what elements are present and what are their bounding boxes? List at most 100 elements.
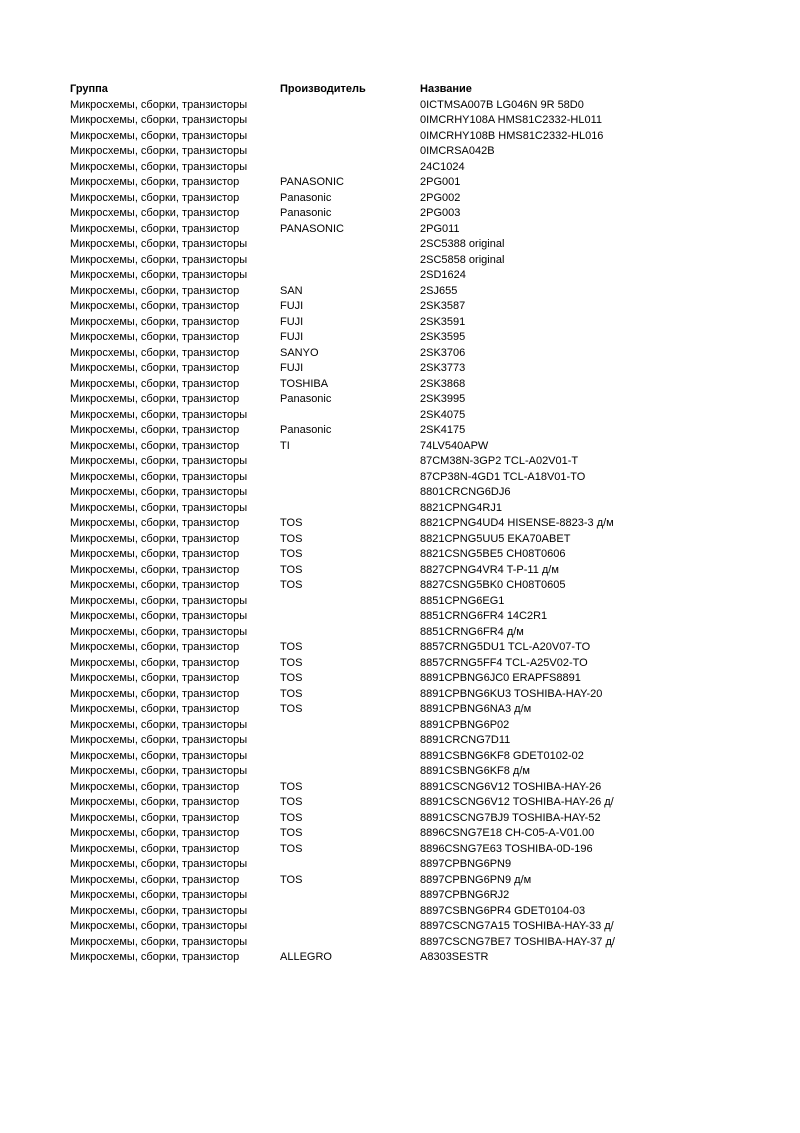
cell-name: 8827CPNG4VR4 T-P-11 д/м [420,563,730,579]
cell-name: A8303SESTR [420,950,730,966]
cell-name: 0ICTMSA007B LG046N 9R 58D0 [420,98,730,114]
table-row: Микросхемы, сборки, транзисторы0IMCRSA04… [70,144,730,160]
cell-group: Микросхемы, сборки, транзисторы [70,485,280,501]
table-row: Микросхемы, сборки, транзисторы8891CSBNG… [70,764,730,780]
table-row: Микросхемы, сборки, транзисторы8897CSCNG… [70,919,730,935]
cell-group: Микросхемы, сборки, транзистор [70,423,280,439]
table-row: Микросхемы, сборки, транзисторFUJI2SK359… [70,315,730,331]
cell-name: 8891CSBNG6KF8 GDET0102-02 [420,749,730,765]
table-row: Микросхемы, сборки, транзисторTOS8891CPB… [70,671,730,687]
table-row: Микросхемы, сборки, транзисторPanasonic2… [70,423,730,439]
cell-name: 8891CSCNG6V12 TOSHIBA-HAY-26 д/ [420,795,730,811]
cell-group: Микросхемы, сборки, транзисторы [70,144,280,160]
cell-name: 2SK3868 [420,377,730,393]
table-row: Микросхемы, сборки, транзисторTOS8827CPN… [70,563,730,579]
table-row: Микросхемы, сборки, транзисторTOS8891CSC… [70,811,730,827]
cell-name: 8851CPNG6EG1 [420,594,730,610]
cell-name: 8857CRNG5FF4 TCL-A25V02-TO [420,656,730,672]
cell-name: 2SK4075 [420,408,730,424]
cell-group: Микросхемы, сборки, транзистор [70,563,280,579]
cell-group: Микросхемы, сборки, транзистор [70,795,280,811]
cell-manufacturer: TOS [280,532,420,548]
cell-group: Микросхемы, сборки, транзисторы [70,501,280,517]
cell-manufacturer: TOS [280,563,420,579]
cell-group: Микросхемы, сборки, транзистор [70,377,280,393]
cell-group: Микросхемы, сборки, транзисторы [70,454,280,470]
cell-group: Микросхемы, сборки, транзистор [70,206,280,222]
cell-name: 8891CPBNG6P02 [420,718,730,734]
table-row: Микросхемы, сборки, транзисторPANASONIC2… [70,222,730,238]
cell-name: 8891CPBNG6NA3 д/м [420,702,730,718]
cell-manufacturer [280,919,420,935]
cell-group: Микросхемы, сборки, транзистор [70,547,280,563]
cell-name: 8891CSCNG6V12 TOSHIBA-HAY-26 [420,780,730,796]
cell-name: 0IMCRHY108A HMS81C2332-HL011 [420,113,730,129]
table-row: Микросхемы, сборки, транзисторы8851CRNG6… [70,625,730,641]
cell-group: Микросхемы, сборки, транзисторы [70,733,280,749]
cell-name: 8801CRCNG6DJ6 [420,485,730,501]
cell-group: Микросхемы, сборки, транзисторы [70,857,280,873]
table-row: Микросхемы, сборки, транзисторTOS8857CRN… [70,640,730,656]
cell-manufacturer: TOS [280,671,420,687]
table-row: Микросхемы, сборки, транзисторы2SK4075 [70,408,730,424]
cell-group: Микросхемы, сборки, транзисторы [70,129,280,145]
cell-group: Микросхемы, сборки, транзистор [70,439,280,455]
table-header-row: Группа Производитель Название [70,82,730,98]
cell-manufacturer: TOS [280,873,420,889]
cell-group: Микросхемы, сборки, транзисторы [70,594,280,610]
table-row: Микросхемы, сборки, транзисторTOS8821CPN… [70,516,730,532]
table-row: Микросхемы, сборки, транзисторы 0ICTMSA00… [70,98,730,114]
cell-name: 0IMCRHY108B HMS81C2332-HL016 [420,129,730,145]
cell-name: 2SK4175 [420,423,730,439]
cell-group: Микросхемы, сборки, транзистор [70,656,280,672]
cell-name: 2PG003 [420,206,730,222]
cell-name: 8897CPBNG6PN9 [420,857,730,873]
table-row: Микросхемы, сборки, транзисторы 0IMCRHY10… [70,129,730,145]
cell-name: 8891CRCNG7D11 [420,733,730,749]
cell-group: Микросхемы, сборки, транзисторы [70,113,280,129]
cell-manufacturer [280,857,420,873]
cell-manufacturer [280,268,420,284]
table-row: Микросхемы, сборки, транзисторы 8897CPBNG… [70,857,730,873]
cell-manufacturer [280,237,420,253]
cell-name: 8857CRNG5DU1 TCL-A20V07-TO [420,640,730,656]
cell-manufacturer [280,764,420,780]
cell-manufacturer: TOS [280,547,420,563]
cell-name: 8896CSNG7E63 TOSHIBA-0D-196 [420,842,730,858]
cell-group: Микросхемы, сборки, транзисторы [70,935,280,951]
cell-group: Микросхемы, сборки, транзистор [70,873,280,889]
cell-manufacturer: Panasonic [280,206,420,222]
cell-manufacturer: TOS [280,702,420,718]
cell-group: Микросхемы, сборки, транзистор [70,826,280,842]
cell-group: Микросхемы, сборки, транзистор [70,315,280,331]
cell-group: Микросхемы, сборки, транзисторы [70,98,280,114]
table-row: Микросхемы, сборки, транзисторTOS8891CSC… [70,795,730,811]
table-row: Микросхемы, сборки, транзисторFUJI2SK358… [70,299,730,315]
table-row: Микросхемы, сборки, транзисторTI74LV540A… [70,439,730,455]
cell-manufacturer [280,113,420,129]
cell-group: Микросхемы, сборки, транзистор [70,780,280,796]
cell-manufacturer: TOS [280,811,420,827]
cell-name: 8827CSNG5BK0 CH08T0605 [420,578,730,594]
cell-name: 2SC5858 original [420,253,730,269]
cell-manufacturer: TOS [280,826,420,842]
table-row: Микросхемы, сборки, транзисторы8897CPBNG… [70,888,730,904]
cell-group: Микросхемы, сборки, транзисторы [70,919,280,935]
cell-group: Микросхемы, сборки, транзисторы [70,764,280,780]
cell-manufacturer [280,454,420,470]
cell-group: Микросхемы, сборки, транзистор [70,671,280,687]
table-row: Микросхемы, сборки, транзисторы2SC5388 o… [70,237,730,253]
parts-table: Группа Производитель Название Микросхемы… [70,82,730,966]
table-row: Микросхемы, сборки, транзисторы87CM38N-3… [70,454,730,470]
cell-name: 87CP38N-4GD1 TCL-A18V01-TO [420,470,730,486]
cell-group: Микросхемы, сборки, транзистор [70,687,280,703]
table-row: Микросхемы, сборки, транзисторTOS8896CSN… [70,826,730,842]
cell-manufacturer: Panasonic [280,392,420,408]
cell-group: Микросхемы, сборки, транзистор [70,702,280,718]
cell-manufacturer: Panasonic [280,423,420,439]
cell-group: Микросхемы, сборки, транзисторы [70,609,280,625]
cell-group: Микросхемы, сборки, транзисторы [70,718,280,734]
table-row: Микросхемы, сборки, транзисторTOS8891CPB… [70,687,730,703]
cell-name: 8821CPNG5UU5 EKA70ABET [420,532,730,548]
table-row: Микросхемы, сборки, транзисторы8897CSBNG… [70,904,730,920]
